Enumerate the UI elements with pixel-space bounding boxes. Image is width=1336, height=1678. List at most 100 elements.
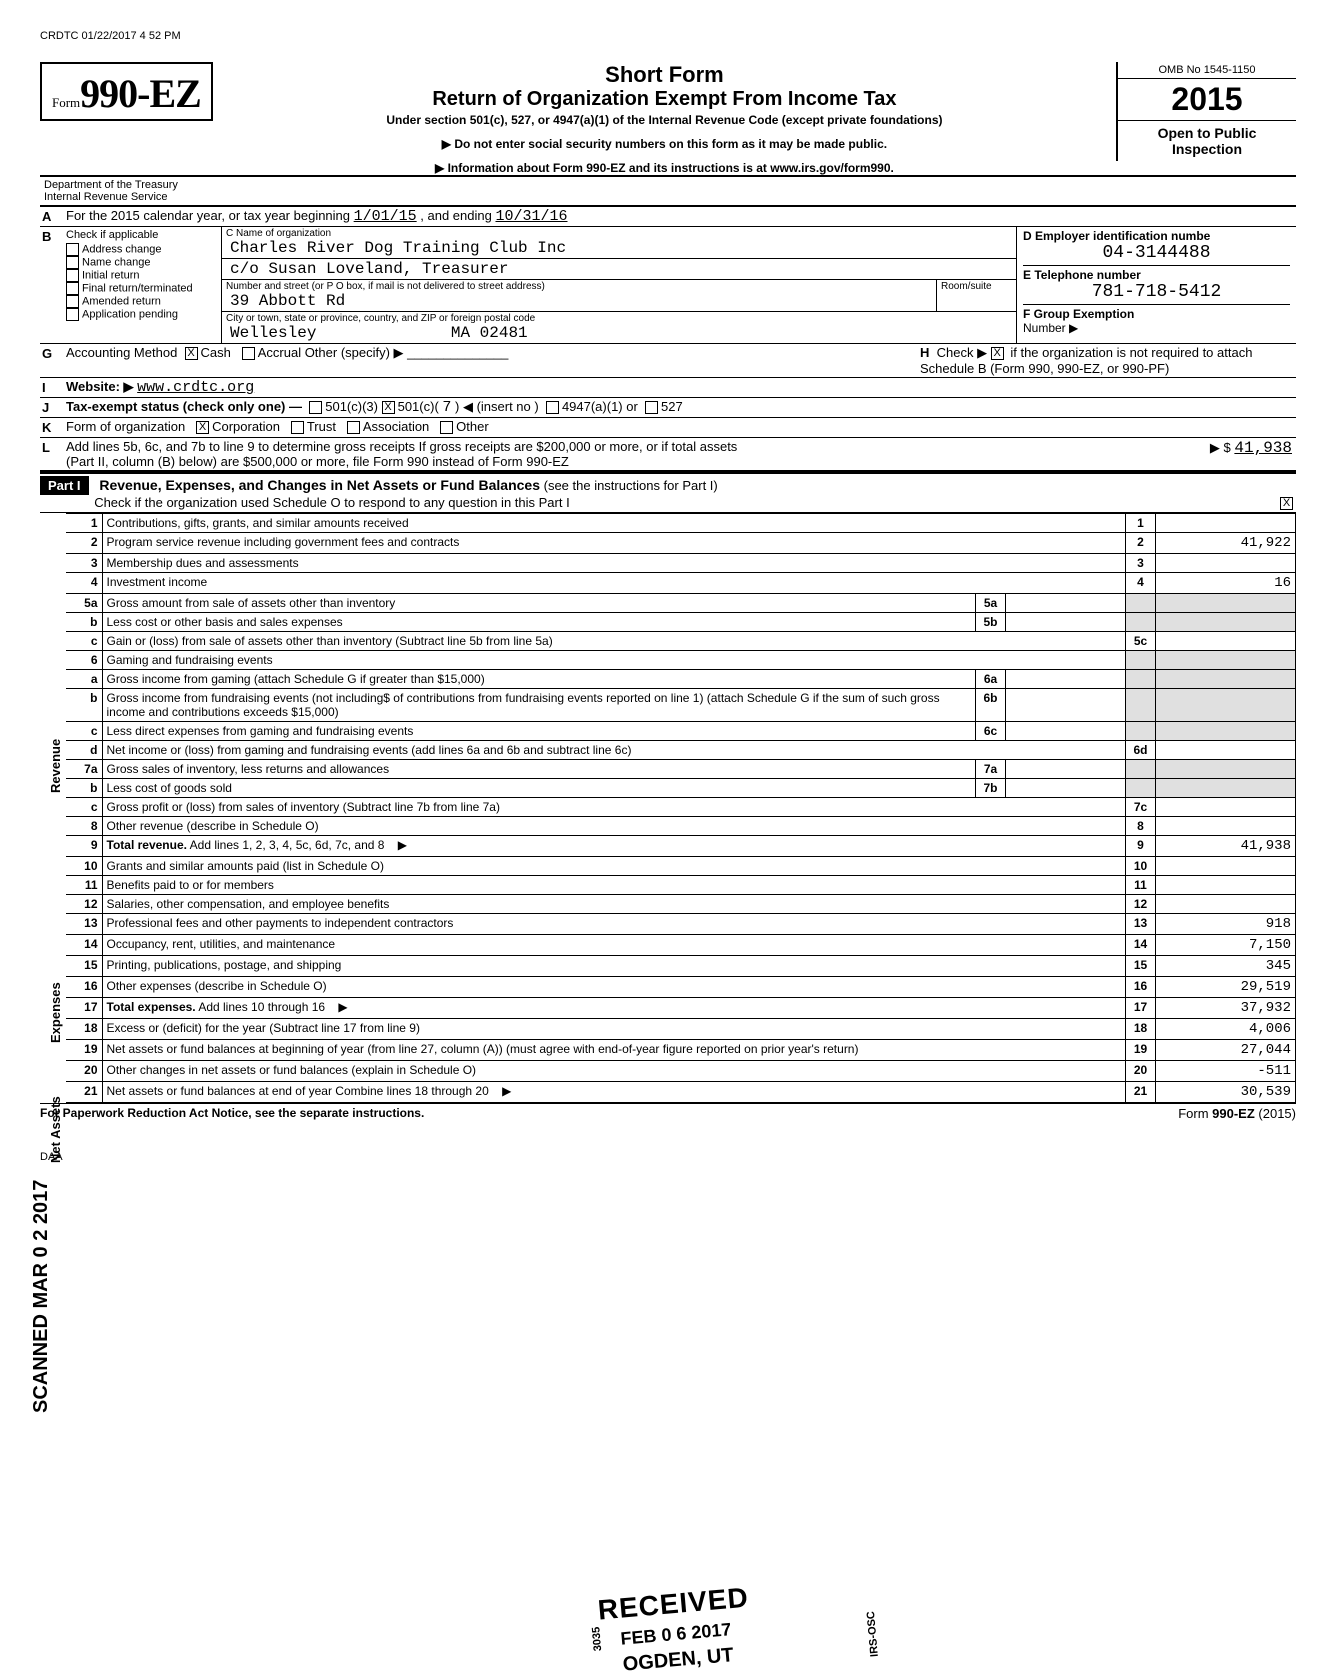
- line-row: 18Excess or (deficit) for the year (Subt…: [66, 1019, 1296, 1040]
- form-prefix: Form: [52, 95, 80, 110]
- line-row: 2Program service revenue including gover…: [66, 533, 1296, 554]
- line-row: dNet income or (loss) from gaming and fu…: [66, 741, 1296, 760]
- chk-name[interactable]: [66, 256, 79, 269]
- dept-treasury: Department of the TreasuryInternal Reven…: [40, 177, 220, 205]
- line-row: 1Contributions, gifts, grants, and simil…: [66, 514, 1296, 533]
- line-row: 9Total revenue. Add lines 1, 2, 3, 4, 5c…: [66, 836, 1296, 857]
- lines-container: SCANNED MAR 0 2 2017 Revenue Expenses Ne…: [40, 513, 1296, 1103]
- chk-schedule-o[interactable]: X: [1280, 497, 1293, 510]
- stamp-code1: 3035: [590, 1626, 604, 1651]
- title-short: Short Form: [223, 62, 1106, 88]
- line-row: bLess cost of goods sold7b: [66, 779, 1296, 798]
- open-inspection: Open to Public Inspection: [1118, 121, 1296, 161]
- footer-right: Form 990-EZ (2015): [1178, 1106, 1296, 1121]
- chk-accrual[interactable]: [242, 347, 255, 360]
- chk-assoc[interactable]: [347, 421, 360, 434]
- line-row: 20Other changes in net assets or fund ba…: [66, 1061, 1296, 1082]
- line-row: 4Investment income416: [66, 573, 1296, 594]
- daa-mark: DAA: [40, 1151, 1296, 1163]
- chk-501c[interactable]: X: [382, 401, 395, 414]
- check-column: Check if applicable Address change Name …: [62, 227, 222, 343]
- side-net: Net Assets: [48, 1096, 63, 1163]
- chk-final[interactable]: [66, 282, 79, 295]
- chk-501c3[interactable]: [309, 401, 322, 414]
- line-row: cGain or (loss) from sale of assets othe…: [66, 632, 1296, 651]
- line-row: 6Gaming and fundraising events: [66, 651, 1296, 670]
- footer-left: For Paperwork Reduction Act Notice, see …: [40, 1106, 424, 1121]
- street: 39 Abbott Rd: [226, 292, 932, 310]
- chk-pending[interactable]: [66, 308, 79, 321]
- omb-number: OMB No 1545-1150: [1118, 62, 1296, 79]
- line-row: 12Salaries, other compensation, and empl…: [66, 895, 1296, 914]
- line-row: cGross profit or (loss) from sales of in…: [66, 798, 1296, 817]
- lines-table: 1Contributions, gifts, grants, and simil…: [66, 513, 1296, 1103]
- chk-trust[interactable]: [291, 421, 304, 434]
- side-revenue: Revenue: [48, 739, 63, 793]
- chk-cash[interactable]: X: [185, 347, 198, 360]
- note-ssn: ▶ Do not enter social security numbers o…: [223, 137, 1106, 151]
- chk-other[interactable]: [440, 421, 453, 434]
- subtitle: Under section 501(c), 527, or 4947(a)(1)…: [223, 113, 1106, 127]
- side-expenses: Expenses: [48, 982, 63, 1043]
- line-row: 10Grants and similar amounts paid (list …: [66, 857, 1296, 876]
- line-a: A For the 2015 calendar year, or tax yea…: [40, 207, 1296, 227]
- stamp-code2: IRS-OSC: [865, 1611, 881, 1658]
- line-row: 15Printing, publications, postage, and s…: [66, 956, 1296, 977]
- line-row: 16Other expenses (describe in Schedule O…: [66, 977, 1296, 998]
- chk-4947[interactable]: [546, 401, 559, 414]
- line-l: L Add lines 5b, 6c, and 7b to line 9 to …: [40, 438, 1296, 472]
- part1-header: Part I Revenue, Expenses, and Changes in…: [40, 472, 1296, 513]
- footer: For Paperwork Reduction Act Notice, see …: [40, 1103, 1296, 1121]
- chk-address[interactable]: [66, 243, 79, 256]
- form-number: 990-EZ: [80, 71, 201, 116]
- period-end: 10/31/16: [495, 208, 567, 225]
- line-row: 17Total expenses. Add lines 10 through 1…: [66, 998, 1296, 1019]
- line-row: aGross income from gaming (attach Schedu…: [66, 670, 1296, 689]
- line-a-label: For the 2015 calendar year, or tax year …: [66, 208, 350, 223]
- care-of: c/o Susan Loveland, Treasurer: [226, 260, 1012, 278]
- gross-receipts: 41,938: [1234, 439, 1292, 457]
- title-block: Short Form Return of Organization Exempt…: [213, 62, 1116, 175]
- line-i: I Website: ▶ www.crdtc.org: [40, 378, 1296, 398]
- page-timestamp: CRDTC 01/22/2017 4 52 PM: [40, 30, 1296, 42]
- line-row: 5aGross amount from sale of assets other…: [66, 594, 1296, 613]
- right-box: OMB No 1545-1150 2015 Open to Public Ins…: [1116, 62, 1296, 161]
- title-main: Return of Organization Exempt From Incom…: [223, 88, 1106, 111]
- phone: 781-718-5412: [1023, 282, 1290, 302]
- line-g-h: G Accounting Method XCash Accrual Other …: [40, 344, 1296, 378]
- ein: 04-3144488: [1023, 243, 1290, 263]
- line-row: 13Professional fees and other payments t…: [66, 914, 1296, 935]
- org-info-block: B Check if applicable Address change Nam…: [40, 227, 1296, 344]
- line-row: bGross income from fundraising events (n…: [66, 689, 1296, 722]
- chk-corp[interactable]: X: [196, 421, 209, 434]
- line-a-mid: , and ending: [420, 208, 492, 223]
- line-j: J Tax-exempt status (check only one) — 5…: [40, 398, 1296, 418]
- line-row: 3Membership dues and assessments3: [66, 554, 1296, 573]
- right-info-col: D Employer identification numbe 04-31444…: [1016, 227, 1296, 343]
- line-row: cLess direct expenses from gaming and fu…: [66, 722, 1296, 741]
- chk-527[interactable]: [645, 401, 658, 414]
- org-name: Charles River Dog Training Club Inc: [226, 239, 1012, 257]
- line-row: 14Occupancy, rent, utilities, and mainte…: [66, 935, 1296, 956]
- website: www.crdtc.org: [137, 379, 254, 396]
- period-begin: 1/01/15: [354, 208, 417, 225]
- chk-initial[interactable]: [66, 269, 79, 282]
- dept-row: Department of the TreasuryInternal Reven…: [40, 177, 1296, 207]
- chk-h[interactable]: X: [991, 347, 1004, 360]
- form-id-box: Form990-EZ: [40, 62, 213, 121]
- line-row: 11Benefits paid to or for members11: [66, 876, 1296, 895]
- form-header: Form990-EZ Short Form Return of Organiza…: [40, 62, 1296, 177]
- city: Wellesley: [230, 324, 316, 342]
- line-row: 19Net assets or fund balances at beginni…: [66, 1040, 1296, 1061]
- line-row: 7aGross sales of inventory, less returns…: [66, 760, 1296, 779]
- tax-year: 2015: [1118, 79, 1296, 121]
- scanned-stamp: SCANNED MAR 0 2 2017: [30, 1180, 53, 1413]
- received-stamp: RECEIVED FEB 0 6 2017 OGDEN, UT: [597, 1582, 755, 1678]
- line-row: 8Other revenue (describe in Schedule O)8: [66, 817, 1296, 836]
- chk-amended[interactable]: [66, 295, 79, 308]
- note-info: ▶ Information about Form 990-EZ and its …: [223, 161, 1106, 175]
- line-row: bLess cost or other basis and sales expe…: [66, 613, 1296, 632]
- line-k: K Form of organization XCorporation Trus…: [40, 418, 1296, 438]
- name-address-block: C Name of organization Charles River Dog…: [222, 227, 1016, 343]
- state-zip: MA 02481: [451, 324, 528, 342]
